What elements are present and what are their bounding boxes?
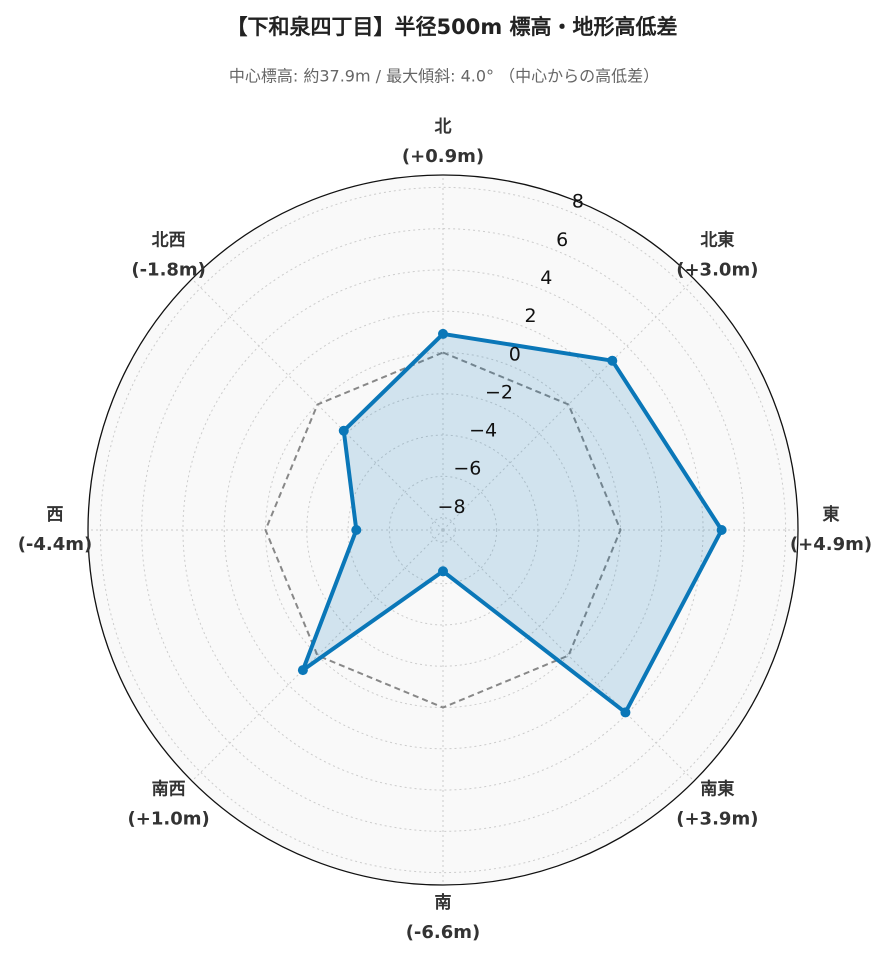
y-tick-label: −6 [453, 458, 481, 480]
spoke [191, 278, 444, 531]
plot-border [87, 174, 799, 886]
data-point [620, 707, 631, 718]
category-label: 南 [435, 892, 452, 913]
value-label: (-4.4m) [18, 534, 93, 555]
category-label: 北 [435, 117, 452, 137]
y-tick-label: 8 [572, 191, 584, 213]
spoke [191, 529, 444, 782]
chart-title: 【下和泉四丁目】半径500m 標高・地形高低差 [226, 15, 677, 39]
data-point [607, 355, 618, 366]
spoke [442, 278, 695, 531]
data-point [338, 425, 349, 436]
category-label: 北西 [152, 231, 186, 251]
reference-line [264, 351, 622, 709]
grid-circle [347, 434, 539, 626]
data-point [438, 566, 448, 577]
value-label: (+1.0m) [128, 808, 210, 829]
data-point [716, 525, 727, 535]
y-tick-label: 4 [540, 267, 552, 289]
data-point [351, 525, 362, 535]
grid-circle [99, 186, 787, 874]
chart-subtitle: 中心標高: 約37.9m / 最大傾斜: 4.0° （中心からの高低差） [229, 67, 659, 86]
y-tick-label: 6 [556, 229, 568, 251]
value-label: (-1.8m) [131, 260, 206, 281]
category-label: 西 [47, 505, 64, 525]
value-label: (+0.9m) [402, 146, 484, 167]
y-tick-label: −4 [469, 420, 497, 442]
y-tick-label: −8 [438, 496, 466, 518]
y-tick-label: 0 [509, 343, 521, 365]
category-label: 北東 [700, 230, 734, 251]
y-tick-label: −2 [485, 381, 513, 403]
spoke [442, 529, 695, 782]
category-label: 東 [823, 504, 840, 525]
category-label: 南西 [152, 778, 186, 799]
value-label: (+3.9m) [676, 808, 758, 829]
y-tick-label: 2 [525, 305, 537, 327]
grid-circle [388, 475, 498, 585]
grid-circle [430, 517, 456, 543]
value-label: (+4.9m) [790, 534, 872, 555]
grid-circle [223, 310, 663, 750]
value-label: (+3.0m) [676, 260, 758, 281]
data-point [297, 665, 308, 676]
value-label: (-6.6m) [406, 922, 481, 943]
category-label: 南東 [700, 778, 734, 799]
data-point [438, 328, 448, 339]
